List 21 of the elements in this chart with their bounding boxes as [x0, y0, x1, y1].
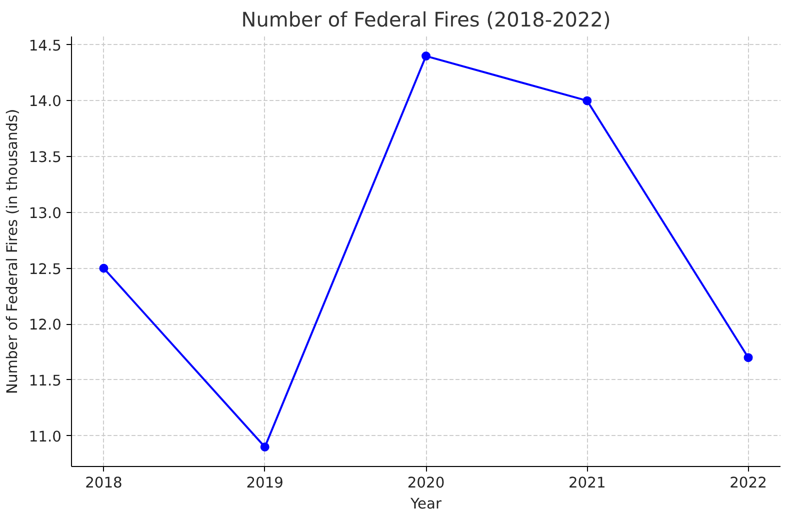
x-axis-title: Year	[409, 496, 442, 512]
chart-title: Number of Federal Fires (2018-2022)	[241, 8, 611, 32]
x-tick-label: 2019	[246, 474, 284, 492]
y-axis-title: Number of Federal Fires (in thousands)	[4, 108, 21, 394]
y-tick-label: 14.5	[28, 37, 62, 54]
x-tick-label: 2022	[730, 474, 767, 492]
x-tick-label: 2021	[568, 474, 606, 492]
point	[422, 52, 430, 61]
x-tick-label: 2018	[85, 474, 122, 492]
y-tick-label: 12.5	[28, 260, 62, 278]
x-tick-label: 2020	[407, 474, 445, 492]
y-tick-label: 14.0	[28, 93, 62, 110]
point	[582, 96, 592, 106]
point	[260, 442, 270, 452]
y-tick-label: 13.0	[28, 204, 62, 222]
point	[99, 264, 108, 273]
point	[744, 353, 753, 362]
y-tick-label: 12.0	[28, 316, 62, 334]
y-tick-label: 13.5	[28, 149, 62, 166]
y-tick-label: 11.5	[28, 372, 62, 390]
y-tick-label: 11.0	[28, 428, 62, 446]
